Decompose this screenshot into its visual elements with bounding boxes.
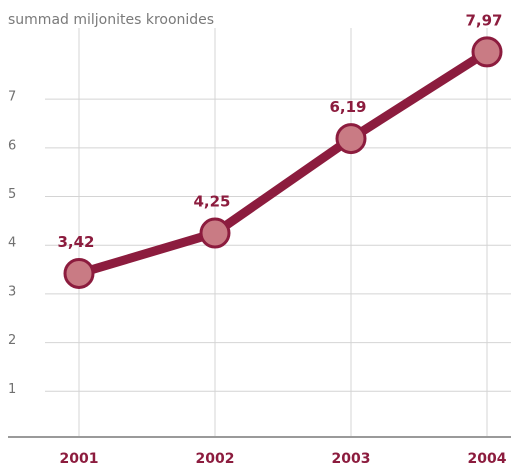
data-point xyxy=(63,257,95,289)
data-label: 6,19 xyxy=(329,98,366,116)
y-tick-label: 4 xyxy=(8,236,16,251)
y-tick-label: 6 xyxy=(8,138,16,153)
y-tick-label: 5 xyxy=(8,187,16,202)
data-point xyxy=(335,123,367,155)
x-tick-label: 2001 xyxy=(60,451,99,467)
x-tick-label: 2004 xyxy=(468,451,507,467)
data-label: 7,97 xyxy=(465,11,502,29)
y-tick-label: 1 xyxy=(8,382,16,397)
data-line xyxy=(77,48,490,278)
data-point xyxy=(471,36,503,68)
y-tick-label: 3 xyxy=(8,284,16,299)
chart-title: summad miljonites kroonides xyxy=(8,12,214,28)
y-tick-label: 2 xyxy=(8,333,16,348)
x-tick-label: 2002 xyxy=(196,451,235,467)
x-tick-label: 2003 xyxy=(332,451,371,467)
data-label: 3,42 xyxy=(57,233,94,251)
y-tick-label: 7 xyxy=(8,90,16,105)
data-point xyxy=(199,217,231,249)
data-label: 4,25 xyxy=(193,193,230,211)
